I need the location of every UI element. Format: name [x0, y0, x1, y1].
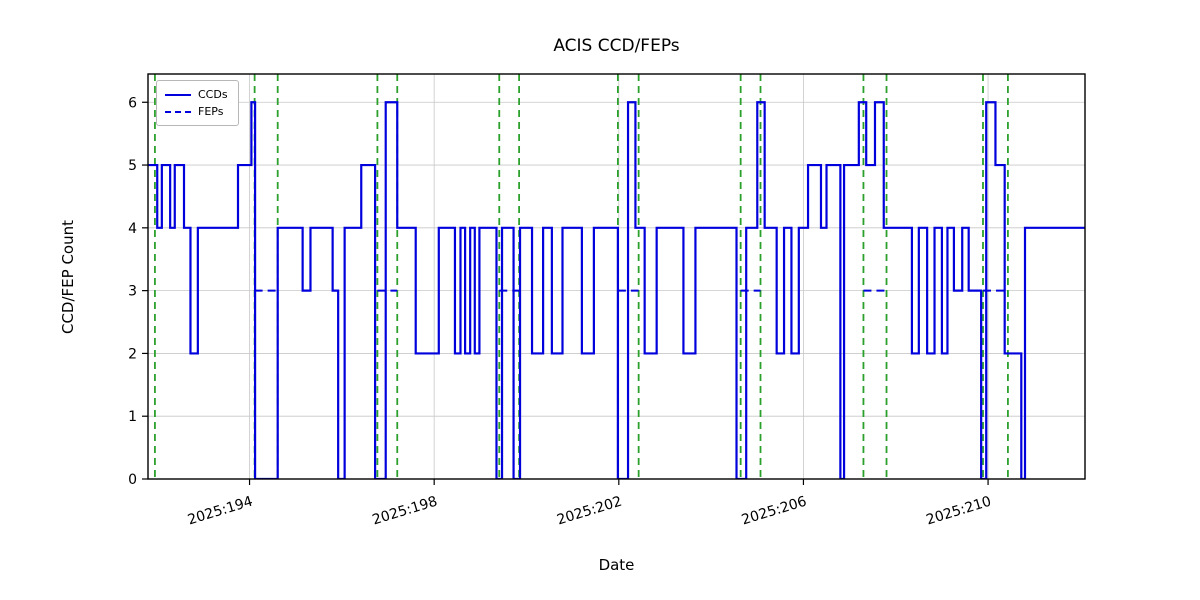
legend-label-feps: FEPs [198, 105, 224, 118]
svg-text:4: 4 [128, 221, 137, 237]
svg-text:0: 0 [128, 472, 137, 488]
svg-text:2025:198: 2025:198 [371, 494, 440, 529]
legend-item-feps: FEPs [165, 103, 228, 120]
svg-text:2025:210: 2025:210 [924, 494, 993, 529]
svg-text:5: 5 [128, 158, 137, 174]
svg-text:2: 2 [128, 346, 137, 362]
ccds-line-swatch [165, 93, 191, 96]
svg-text:2025:194: 2025:194 [186, 494, 255, 529]
x-axis-label: Date [598, 556, 635, 574]
svg-text:1: 1 [128, 409, 137, 425]
chart-title: ACIS CCD/FEPs [553, 36, 680, 56]
svg-text:6: 6 [128, 95, 137, 111]
svg-text:3: 3 [128, 284, 137, 300]
feps-line-swatch [165, 110, 191, 113]
y-axis-label: CCD/FEP Count [59, 219, 77, 335]
legend-label-ccds: CCDs [198, 88, 228, 101]
legend-item-ccds: CCDs [165, 86, 228, 103]
legend: CCDs FEPs [156, 80, 239, 126]
svg-text:2025:202: 2025:202 [555, 494, 624, 529]
svg-text:2025:206: 2025:206 [740, 494, 809, 529]
